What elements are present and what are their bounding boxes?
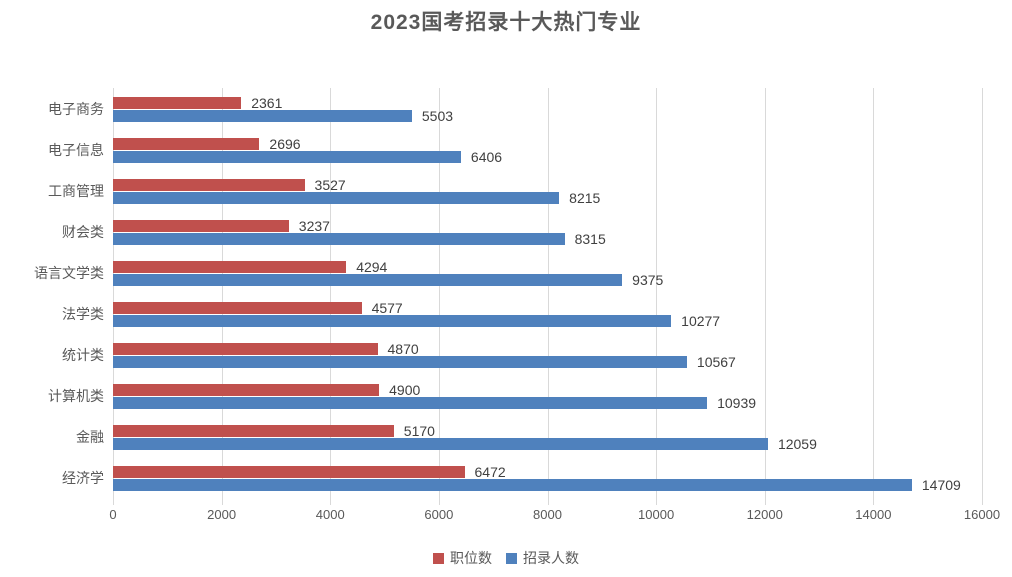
bar-positions bbox=[113, 425, 394, 437]
bar-value-label: 5170 bbox=[403, 423, 435, 439]
legend-swatch-icon bbox=[506, 552, 517, 564]
x-axis-tick-label: 2000 bbox=[207, 507, 237, 522]
bar-recruits bbox=[113, 356, 687, 368]
category-label: 电子信息 bbox=[48, 142, 104, 158]
x-axis-tick-label: 10000 bbox=[638, 507, 675, 522]
bar-value-label: 8215 bbox=[569, 190, 601, 206]
gridline bbox=[873, 88, 875, 505]
legend-swatch-icon bbox=[433, 552, 444, 564]
plot-area: 2361 5503 2696 6406 3527 8215 3237 8315 4294 9375… bbox=[113, 88, 983, 505]
bar-value-label: 9375 bbox=[632, 272, 664, 288]
bar-recruits bbox=[113, 151, 461, 163]
bar-positions bbox=[113, 343, 378, 355]
bar-value-label: 4294 bbox=[356, 259, 388, 275]
bar-value-label: 12059 bbox=[777, 436, 817, 452]
bar-value-label: 10567 bbox=[696, 354, 736, 370]
bar-value-label: 8315 bbox=[574, 231, 606, 247]
bar-positions bbox=[113, 220, 289, 232]
bar-positions bbox=[113, 179, 305, 191]
bar-recruits bbox=[113, 274, 623, 286]
bar-recruits bbox=[113, 479, 912, 491]
category-label: 法学类 bbox=[62, 306, 104, 322]
legend-label: 职位数 bbox=[450, 550, 492, 566]
bar-value-label: 10939 bbox=[717, 395, 757, 411]
bar-value-label: 3237 bbox=[298, 218, 330, 234]
gridline bbox=[221, 88, 223, 505]
category-label: 工商管理 bbox=[48, 183, 104, 199]
category-label: 语言文学类 bbox=[34, 265, 104, 281]
bar-value-label: 4900 bbox=[389, 382, 421, 398]
category-label: 经济学 bbox=[62, 470, 104, 486]
x-axis: 0 2000 4000 6000 8000 10000 12000 14000 16000 bbox=[109, 507, 1000, 525]
x-axis-tick-label: 0 bbox=[109, 507, 117, 522]
gridline bbox=[438, 88, 440, 505]
bar-positions bbox=[113, 261, 347, 273]
legend-item-recruits: 招录人数 bbox=[506, 548, 579, 568]
category-label: 金融 bbox=[76, 429, 104, 445]
bar-value-label: 4577 bbox=[371, 300, 403, 316]
x-axis-tick-label: 4000 bbox=[315, 507, 345, 522]
gridline bbox=[547, 88, 549, 505]
legend: 职位数 招录人数 bbox=[0, 548, 1012, 568]
bar-value-label: 3527 bbox=[314, 177, 346, 193]
bar-recruits bbox=[113, 192, 560, 204]
category-label: 计算机类 bbox=[48, 388, 104, 404]
chart-title: 2023国考招录十大热门专业 bbox=[370, 11, 642, 34]
x-axis-tick-label: 8000 bbox=[533, 507, 562, 522]
gridline bbox=[656, 88, 658, 505]
gridline bbox=[330, 88, 332, 505]
bar-recruits bbox=[113, 397, 708, 409]
bar-recruits bbox=[113, 233, 565, 245]
x-axis-tick-label: 14000 bbox=[855, 507, 892, 522]
bar-positions bbox=[113, 302, 362, 314]
x-axis-tick-label: 16000 bbox=[963, 507, 1001, 522]
legend-label: 招录人数 bbox=[523, 550, 579, 566]
bar-value-label: 6472 bbox=[474, 464, 506, 480]
bar-value-label: 5503 bbox=[421, 108, 454, 124]
x-axis-tick-label: 6000 bbox=[424, 507, 454, 522]
x-axis-tick-label: 12000 bbox=[746, 507, 783, 522]
bar-value-label: 6406 bbox=[470, 149, 503, 165]
category-label: 财会类 bbox=[62, 224, 104, 240]
bar-positions bbox=[113, 384, 380, 396]
bar-positions bbox=[113, 138, 260, 150]
bar-recruits bbox=[113, 315, 672, 327]
bar-value-label: 10277 bbox=[681, 313, 721, 329]
bar-recruits bbox=[113, 438, 768, 450]
bar-value-label: 14709 bbox=[921, 477, 961, 493]
category-label: 统计类 bbox=[62, 347, 104, 363]
category-label: 电子商务 bbox=[48, 101, 104, 117]
bar-positions bbox=[113, 466, 465, 478]
gridline bbox=[113, 88, 114, 505]
bar-positions bbox=[113, 97, 242, 109]
gridline bbox=[982, 88, 983, 505]
bar-recruits bbox=[113, 110, 412, 122]
legend-item-positions: 职位数 bbox=[433, 548, 492, 568]
bar-value-label: 2361 bbox=[251, 95, 283, 111]
bar-value-label: 2696 bbox=[269, 136, 301, 152]
gridline bbox=[764, 88, 766, 505]
bar-value-label: 4870 bbox=[387, 341, 419, 357]
